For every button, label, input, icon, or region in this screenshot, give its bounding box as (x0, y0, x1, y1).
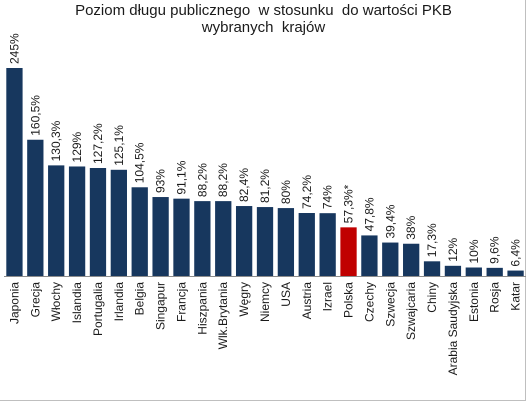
value-label-estonia: 10% (467, 239, 481, 263)
value-label-portugalia: 127,2% (91, 123, 105, 164)
bar-portugalia (89, 168, 107, 276)
chart-title-line-2: wybranych krajów (201, 19, 326, 36)
category-label-szwecja: Szwecja (383, 282, 397, 327)
value-label-arabia-saudyjska: 12% (446, 237, 460, 261)
bar-rosja (486, 267, 503, 276)
value-label-polska: 57,3%* (342, 184, 356, 223)
value-label-irlandia: 125,1% (112, 125, 126, 166)
bar-wlk-brytania (215, 201, 232, 276)
bar-grecja (27, 139, 44, 276)
category-label-izrael: Izrael (321, 282, 335, 311)
chart-title-line-1: Poziom długu publicznego w stosunku do w… (75, 2, 452, 19)
value-labels-group: 245% 160,5% 130,3% 129% 127,2% 125,1% 104,5% 93… (7, 33, 522, 267)
bar-polska (340, 227, 357, 276)
value-label-chiny: 17,3% (425, 223, 439, 257)
bar-belgia (131, 187, 148, 276)
value-label-francja: 91,1% (174, 160, 188, 194)
bar-czechy (361, 235, 378, 276)
bars-group (6, 68, 524, 276)
bar-francja (173, 198, 190, 276)
category-label-rosja: Rosja (488, 282, 502, 313)
value-label-usa: 80% (279, 180, 293, 204)
category-label-islandia: Islandia (70, 282, 84, 324)
value-label-grecja: 160,5% (28, 95, 42, 136)
category-label-polska: Polska (342, 282, 356, 318)
category-label-katar: Katar (509, 282, 523, 311)
value-label-singapur: 93% (154, 169, 168, 193)
category-label-austria: Austria (300, 282, 314, 320)
category-label-szwajcaria: Szwajcaria (404, 282, 418, 340)
category-label-francja: Francja (174, 282, 188, 322)
category-label-belgia: Belgia (133, 282, 147, 316)
value-label-wegry: 82,4% (237, 168, 251, 202)
bar-szwecja (382, 242, 399, 276)
bar-chiny (423, 261, 441, 276)
bar-hiszpania (194, 201, 211, 276)
value-label-niemcy: 81,2% (258, 169, 272, 203)
value-label-wlochy: 130,3% (49, 120, 63, 161)
bar-wegry (235, 206, 253, 276)
value-label-islandia: 129% (70, 131, 84, 162)
bar-izrael (319, 213, 336, 276)
bar-austria (298, 213, 315, 276)
category-label-singapur: Singapur (154, 282, 168, 330)
category-labels-group: Japonia Grecja Włochy Islandia Portugalia Irl… (7, 282, 522, 376)
category-label-czechy: Czechy (362, 282, 376, 322)
bar-arabia-saudyjska (444, 265, 462, 276)
category-label-grecja: Grecja (28, 282, 42, 318)
category-label-wlochy: Włochy (49, 282, 63, 321)
value-label-hiszpania: 88,2% (195, 163, 209, 197)
category-label-hiszpania: Hiszpania (195, 282, 209, 335)
bar-usa (277, 208, 295, 276)
category-label-irlandia: Irlandia (112, 282, 126, 322)
category-label-japonia: Japonia (7, 282, 21, 324)
bar-singapur (152, 197, 169, 276)
value-label-szwecja: 39,4% (383, 204, 397, 238)
bar-wlochy (48, 165, 65, 276)
chart-title: Poziom długu publicznego w stosunku do w… (0, 2, 527, 36)
value-label-austria: 74,2% (300, 175, 314, 209)
category-label-portugalia: Portugalia (91, 282, 105, 336)
value-label-belgia: 104,5% (133, 142, 147, 183)
value-label-izrael: 74% (321, 185, 335, 209)
value-label-wlk-brytania: 88,2% (216, 163, 230, 197)
category-label-chiny: Chiny (425, 282, 439, 313)
bar-islandia (68, 166, 86, 276)
bar-japonia (6, 68, 23, 276)
category-label-wlk-brytania: Wlk.Brytania (216, 282, 230, 350)
value-label-rosja: 9,6% (488, 236, 502, 264)
value-label-japonia: 245% (7, 33, 21, 64)
category-label-niemcy: Niemcy (258, 282, 272, 322)
bar-estonia (465, 267, 482, 276)
value-label-szwajcaria: 38% (404, 215, 418, 239)
category-label-estonia: Estonia (467, 282, 481, 322)
bar-szwajcaria (403, 243, 420, 276)
category-label-wegry: Węgry (237, 282, 251, 317)
value-label-katar: 6,4% (509, 239, 523, 267)
bar-katar (507, 270, 524, 276)
bar-niemcy (256, 207, 274, 276)
value-label-czechy: 47,8% (362, 197, 376, 231)
category-label-arabia-saudyjska: Arabia Saudyjska (446, 282, 460, 376)
category-label-usa: USA (279, 282, 293, 307)
bar-irlandia (110, 169, 127, 276)
